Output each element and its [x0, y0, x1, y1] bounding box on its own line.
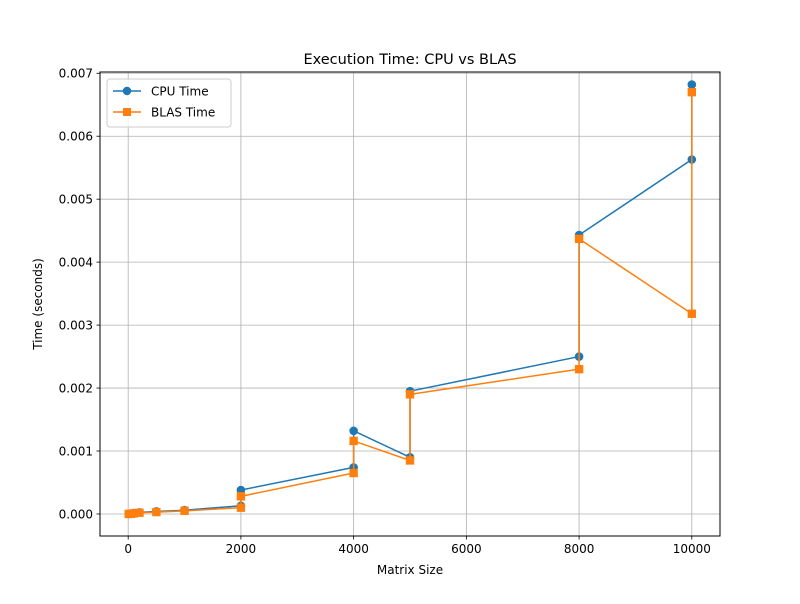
blas-data-point [236, 492, 246, 501]
blas-data-point [129, 509, 139, 518]
x-axis-ticks: 0 2000 4000 6000 8000 10000 [124, 536, 711, 556]
x-tick-label: 4000 [338, 542, 369, 556]
x-tick-label: 10000 [673, 542, 711, 556]
y-axis-ticks: 0.000 0.001 0.002 0.003 0.004 0.005 0.006 0.007 [59, 67, 100, 521]
blas-data-point [135, 508, 144, 517]
blas-data-point [349, 436, 358, 446]
series-layer [124, 80, 697, 519]
grid-lines [100, 72, 720, 536]
y-tick-label: 0.004 [59, 255, 93, 269]
x-tick-label: 8000 [564, 542, 595, 556]
y-tick-label: 0.001 [59, 444, 93, 458]
y-axis-label: Time (seconds) [31, 258, 45, 351]
y-tick-label: 0.002 [59, 381, 93, 395]
blas-data-point [152, 507, 161, 517]
blas-data-point [405, 390, 415, 399]
y-tick-label: 0.003 [59, 318, 93, 332]
chart-title: Execution Time: CPU vs BLAS [303, 52, 516, 68]
y-tick-label: 0.006 [59, 130, 93, 144]
blas-data-point [236, 503, 246, 512]
y-tick-label: 0.000 [59, 507, 93, 521]
x-axis-label: Matrix Size [377, 563, 443, 577]
legend: CPU Time BLAS Time [106, 78, 232, 128]
legend-marker-blas [123, 108, 131, 116]
legend-marker-cpu [122, 86, 132, 96]
cpu-data-point [349, 426, 358, 436]
y-tick-label: 0.007 [59, 67, 93, 81]
blas-data-point [405, 456, 415, 465]
x-tick-label: 2000 [226, 542, 257, 556]
legend-label-cpu: CPU Time [151, 85, 209, 99]
x-tick-label: 0 [124, 542, 132, 556]
blas-data-point [574, 364, 584, 374]
y-tick-label: 0.005 [59, 192, 93, 206]
blas-data-point [180, 506, 189, 516]
plot-frame [99, 71, 721, 537]
cpu-data-point [687, 80, 697, 89]
blas-data-point [349, 468, 358, 478]
blas-data-point [687, 309, 697, 318]
legend-label-blas: BLAS Time [151, 106, 215, 120]
blas-data-point [687, 87, 697, 97]
x-tick-label: 6000 [451, 542, 482, 556]
blas-data-point [574, 234, 584, 244]
